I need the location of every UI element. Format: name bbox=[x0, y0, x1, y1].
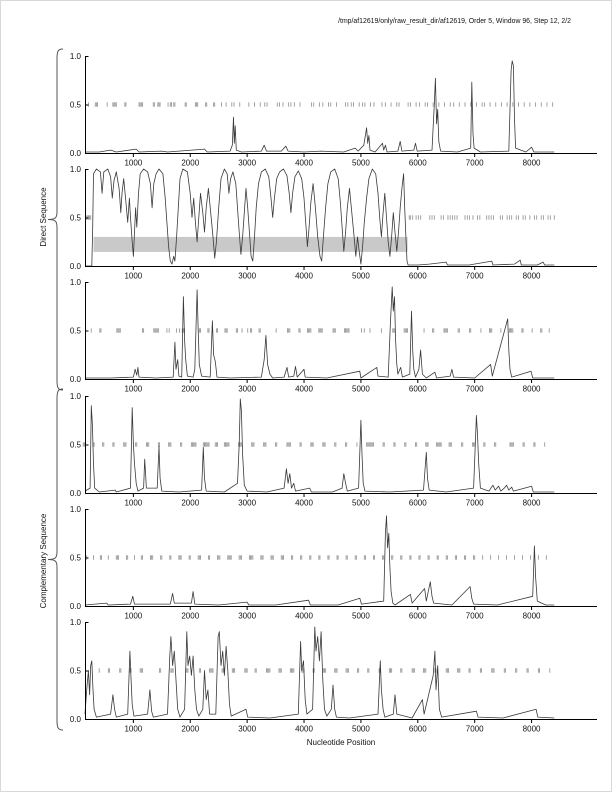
panel-complementary-frame-3: 1.0 0.5 0.0 1000 2000 3000 4000 5000 6000 7000 800… bbox=[70, 618, 597, 734]
x-tick-label: 5000 bbox=[352, 385, 370, 394]
x-tick-label: 4000 bbox=[295, 272, 313, 281]
x-tick-label: 1000 bbox=[124, 385, 142, 394]
x-tick-label: 7000 bbox=[466, 499, 484, 508]
x-tick-label: 7000 bbox=[466, 612, 484, 621]
x-tick-label: 8000 bbox=[523, 612, 541, 621]
x-tick-label: 2000 bbox=[181, 499, 199, 508]
plot-title: /tmp/af12619/only/raw_result_dir/af12619… bbox=[338, 18, 571, 25]
group-label-direct-sequence: Direct Sequence bbox=[39, 187, 48, 247]
y-tick-label: 0.0 bbox=[70, 602, 82, 611]
series-line bbox=[85, 286, 555, 379]
rug-marks bbox=[90, 328, 550, 333]
x-tick-label: 5000 bbox=[352, 499, 370, 508]
x-tick-label: 1000 bbox=[124, 272, 142, 281]
x-tick-label: 8000 bbox=[523, 385, 541, 394]
x-tick-label: 3000 bbox=[238, 725, 256, 734]
panel-direct-frame-3: 1.0 0.5 0.0 1000 2000 3000 4000 5000 6000 7000 800… bbox=[70, 278, 597, 394]
x-tick-label: 4000 bbox=[295, 385, 313, 394]
y-tick-label: 0.0 bbox=[70, 489, 82, 498]
x-tick-label: 2000 bbox=[181, 725, 199, 734]
x-tick-label: 4000 bbox=[295, 159, 313, 168]
x-tick-label: 2000 bbox=[181, 159, 199, 168]
x-tick-label: 2000 bbox=[181, 612, 199, 621]
x-tick-label: 1000 bbox=[124, 612, 142, 621]
x-tick-label: 2000 bbox=[181, 385, 199, 394]
x-tick-label: 7000 bbox=[466, 725, 484, 734]
x-tick-label: 8000 bbox=[523, 272, 541, 281]
panel-direct-frame-1: 1.0 0.5 0.0 1000 2000 3000 4000 5000 6000 7000 800… bbox=[70, 52, 597, 168]
y-tick-label: 1.0 bbox=[70, 278, 82, 287]
rug-marks bbox=[82, 442, 546, 447]
y-tick-label: 1.0 bbox=[70, 52, 82, 61]
rug-marks bbox=[87, 102, 554, 107]
x-tick-label: 7000 bbox=[466, 159, 484, 168]
y-tick-label: 0.0 bbox=[70, 262, 82, 271]
x-tick-label: 3000 bbox=[238, 499, 256, 508]
x-tick-label: 6000 bbox=[409, 499, 427, 508]
series-line bbox=[84, 398, 555, 493]
x-tick-label: 7000 bbox=[466, 385, 484, 394]
x-axis-title: Nucleotide Position bbox=[306, 738, 376, 747]
y-tick-label: 0.5 bbox=[70, 553, 82, 562]
rug-marks bbox=[86, 555, 547, 560]
x-tick-label: 1000 bbox=[124, 725, 142, 734]
x-tick-label: 6000 bbox=[409, 612, 427, 621]
rug-marks bbox=[98, 668, 551, 673]
group-brace bbox=[47, 388, 64, 731]
y-tick-label: 1.0 bbox=[70, 618, 82, 627]
rug-marks bbox=[85, 215, 555, 220]
y-tick-label: 0.5 bbox=[70, 326, 82, 335]
x-tick-label: 4000 bbox=[295, 499, 313, 508]
y-tick-label: 0.0 bbox=[70, 375, 82, 384]
x-tick-label: 5000 bbox=[352, 272, 370, 281]
group-label-complementary-sequence: Complementary Sequence bbox=[39, 513, 48, 609]
x-tick-label: 3000 bbox=[238, 385, 256, 394]
panel-direct-frame-2: 1.0 0.5 0.0 1000 2000 3000 4000 5000 6000 7000 800… bbox=[70, 165, 597, 281]
series-line bbox=[84, 626, 555, 719]
x-tick-label: 8000 bbox=[523, 159, 541, 168]
panel-complementary-frame-2: 1.0 0.5 0.0 1000 2000 3000 4000 5000 6000 7000 800… bbox=[70, 505, 597, 621]
series-line bbox=[85, 168, 555, 267]
x-tick-label: 5000 bbox=[352, 612, 370, 621]
x-tick-label: 5000 bbox=[352, 159, 370, 168]
series-line bbox=[85, 60, 555, 153]
x-tick-label: 6000 bbox=[409, 385, 427, 394]
x-tick-label: 3000 bbox=[238, 159, 256, 168]
y-tick-label: 0.5 bbox=[70, 666, 82, 675]
x-tick-label: 5000 bbox=[352, 725, 370, 734]
x-tick-label: 3000 bbox=[238, 612, 256, 621]
y-tick-label: 0.0 bbox=[70, 149, 82, 158]
x-tick-label: 6000 bbox=[409, 272, 427, 281]
y-tick-label: 1.0 bbox=[70, 392, 82, 401]
series-line bbox=[84, 515, 555, 606]
x-tick-label: 1000 bbox=[124, 159, 142, 168]
x-tick-label: 6000 bbox=[409, 159, 427, 168]
x-tick-label: 6000 bbox=[409, 725, 427, 734]
group-brace bbox=[47, 48, 64, 391]
x-tick-label: 3000 bbox=[238, 272, 256, 281]
y-tick-label: 0.5 bbox=[70, 440, 82, 449]
x-tick-label: 4000 bbox=[295, 725, 313, 734]
y-tick-label: 0.5 bbox=[70, 100, 82, 109]
x-tick-label: 8000 bbox=[523, 499, 541, 508]
x-tick-label: 7000 bbox=[466, 272, 484, 281]
y-tick-label: 1.0 bbox=[70, 165, 82, 174]
y-tick-label: 1.0 bbox=[70, 505, 82, 514]
x-tick-label: 4000 bbox=[295, 612, 313, 621]
panel-complementary-frame-1: 1.0 0.5 0.0 1000 2000 3000 4000 5000 6000 7000 800… bbox=[70, 392, 597, 508]
y-tick-label: 0.0 bbox=[70, 715, 82, 724]
x-tick-label: 2000 bbox=[181, 272, 199, 281]
y-tick-label: 0.5 bbox=[70, 213, 82, 222]
x-tick-label: 8000 bbox=[523, 725, 541, 734]
x-tick-label: 1000 bbox=[124, 499, 142, 508]
